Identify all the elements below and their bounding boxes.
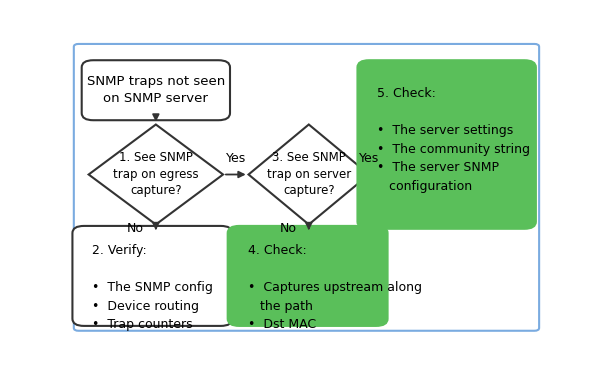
Text: 1. See SNMP
trap on egress
capture?: 1. See SNMP trap on egress capture? (113, 151, 199, 197)
Text: No: No (279, 222, 297, 235)
FancyBboxPatch shape (72, 226, 232, 326)
FancyBboxPatch shape (358, 60, 536, 229)
Text: No: No (127, 222, 144, 235)
Text: 5. Check:

•  The server settings
•  The community string
•  The server SNMP
   : 5. Check: • The server settings • The co… (377, 88, 530, 193)
Polygon shape (249, 125, 369, 224)
Polygon shape (89, 125, 223, 224)
Text: 4. Check:

•  Captures upstream along
   the path
•  Dst MAC: 4. Check: • Captures upstream along the … (248, 244, 422, 331)
FancyBboxPatch shape (228, 226, 388, 326)
Text: Yes: Yes (225, 152, 246, 165)
Text: 3. See SNMP
trap on server
capture?: 3. See SNMP trap on server capture? (267, 151, 351, 197)
Text: SNMP traps not seen
on SNMP server: SNMP traps not seen on SNMP server (87, 75, 225, 105)
FancyBboxPatch shape (82, 60, 230, 120)
Text: 2. Verify:

•  The SNMP config
•  Device routing
•  Trap counters: 2. Verify: • The SNMP config • Device ro… (92, 244, 213, 331)
Text: Yes: Yes (359, 152, 379, 165)
